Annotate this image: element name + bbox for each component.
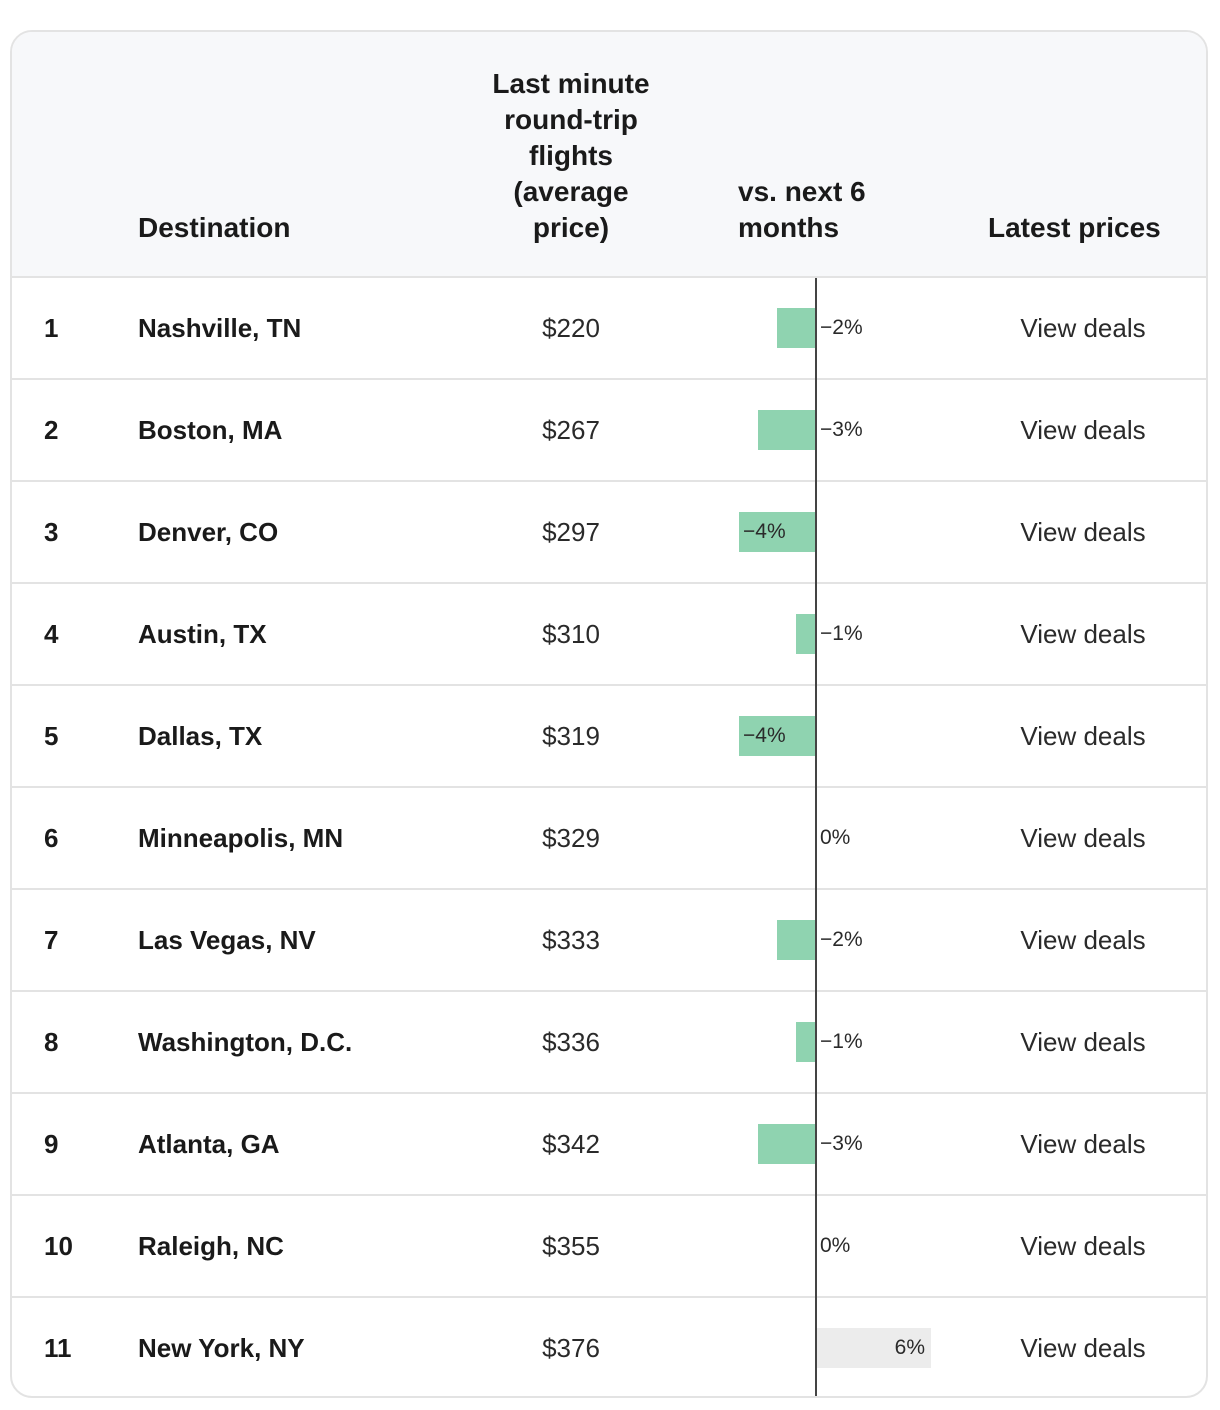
change-bar (777, 308, 815, 348)
header-price-line: Last minute (492, 68, 650, 99)
table-row: 2 Boston, MA $267 View deals −3% (12, 380, 1206, 482)
average-price: $297 (542, 517, 600, 547)
destination-name: New York, NY (138, 1333, 305, 1363)
header-price-line: (average (513, 176, 629, 207)
change-label: 0% (820, 1234, 851, 1257)
zero-axis-line (815, 278, 817, 1396)
rank-number: 5 (44, 721, 59, 751)
table-row: 5 Dallas, TX $319 View deals −4% (12, 686, 1206, 788)
header-price-line: flights (529, 140, 613, 171)
view-deals-link[interactable]: View deals (1020, 823, 1146, 853)
rank-number: 2 (44, 415, 59, 445)
destination-name: Las Vegas, NV (138, 925, 316, 955)
rank-number: 3 (44, 517, 59, 547)
destination-name: Dallas, TX (138, 721, 263, 751)
destination-name: Boston, MA (138, 415, 283, 445)
view-deals-link[interactable]: View deals (1020, 1231, 1146, 1261)
average-price: $267 (542, 415, 600, 445)
change-label: 0% (820, 826, 851, 849)
destination-name: Nashville, TN (138, 313, 302, 343)
rank-number: 6 (44, 823, 59, 853)
average-price: $355 (542, 1231, 600, 1261)
change-label: −3% (820, 418, 863, 441)
table-row: 4 Austin, TX $310 View deals −1% (12, 584, 1206, 686)
header-price-line: price) (532, 212, 610, 243)
table-row: 10 Raleigh, NC $355 View deals 0% (12, 1196, 1206, 1298)
average-price: $310 (542, 619, 600, 649)
rank-number: 7 (44, 925, 59, 955)
change-label: −3% (820, 1132, 863, 1155)
average-price: $329 (542, 823, 600, 853)
average-price: $220 (542, 313, 600, 343)
rank-number: 8 (44, 1027, 59, 1057)
view-deals-link[interactable]: View deals (1020, 619, 1146, 649)
destination-name: Minneapolis, MN (138, 823, 344, 853)
average-price: $376 (542, 1333, 600, 1363)
view-deals-link[interactable]: View deals (1020, 1129, 1146, 1159)
table-row: 7 Las Vegas, NV $333 View deals −2% (12, 890, 1206, 992)
change-bar (758, 1124, 815, 1164)
header-vs-line: months (738, 212, 840, 243)
average-price: $319 (542, 721, 600, 751)
change-bar (817, 1328, 931, 1368)
table-header: Destination Last minute round-trip fligh… (12, 32, 1206, 278)
table-row: 3 Denver, CO $297 View deals −4% (12, 482, 1206, 584)
table-row: 1 Nashville, TN $220 View deals −2% (12, 278, 1206, 380)
header-destination: Destination (138, 212, 291, 243)
rank-number: 11 (44, 1333, 72, 1363)
header-vs-next-6-months: vs. next 6 months (738, 174, 908, 246)
change-bar (758, 410, 815, 450)
rank-number: 9 (44, 1129, 59, 1159)
view-deals-link[interactable]: View deals (1020, 313, 1146, 343)
change-label: −2% (820, 316, 863, 339)
header-average-price: Last minute round-trip flights (average … (468, 66, 674, 246)
table-row: 8 Washington, D.C. $336 View deals −1% (12, 992, 1206, 1094)
price-table-card: Destination Last minute round-trip fligh… (10, 30, 1208, 1398)
change-label: −2% (820, 928, 863, 951)
rank-number: 4 (44, 619, 59, 649)
average-price: $342 (542, 1129, 600, 1159)
change-bar (739, 512, 815, 552)
view-deals-link[interactable]: View deals (1020, 721, 1146, 751)
average-price: $333 (542, 925, 600, 955)
view-deals-link[interactable]: View deals (1020, 1027, 1146, 1057)
header-latest-prices: Latest prices (988, 212, 1161, 243)
view-deals-link[interactable]: View deals (1020, 1333, 1146, 1363)
destination-name: Washington, D.C. (138, 1027, 353, 1057)
destination-name: Denver, CO (138, 517, 279, 547)
view-deals-link[interactable]: View deals (1020, 925, 1146, 955)
destination-name: Atlanta, GA (138, 1129, 280, 1159)
change-label: −4% (743, 724, 786, 747)
destination-name: Austin, TX (138, 619, 267, 649)
header-price-line: round-trip (504, 104, 638, 135)
table-row: 6 Minneapolis, MN $329 View deals 0% (12, 788, 1206, 890)
rank-number: 1 (44, 313, 59, 343)
rank-number: 10 (44, 1231, 73, 1261)
header-vs-line: vs. next 6 (738, 176, 866, 207)
table-row: 9 Atlanta, GA $342 View deals −3% (12, 1094, 1206, 1196)
table-body: 1 Nashville, TN $220 View deals −2% 2 Boston, … (12, 278, 1206, 1396)
change-label: −1% (820, 1030, 863, 1053)
change-bar (796, 1022, 815, 1062)
change-bar (777, 920, 815, 960)
view-deals-link[interactable]: View deals (1020, 517, 1146, 547)
view-deals-link[interactable]: View deals (1020, 415, 1146, 445)
change-label: −4% (743, 520, 786, 543)
change-bar (739, 716, 815, 756)
change-label: −1% (820, 622, 863, 645)
average-price: $336 (542, 1027, 600, 1057)
destination-name: Raleigh, NC (138, 1231, 284, 1261)
change-label: 6% (894, 1336, 925, 1359)
change-bar (796, 614, 815, 654)
table-row: 11 New York, NY $376 View deals 6% (12, 1298, 1206, 1396)
